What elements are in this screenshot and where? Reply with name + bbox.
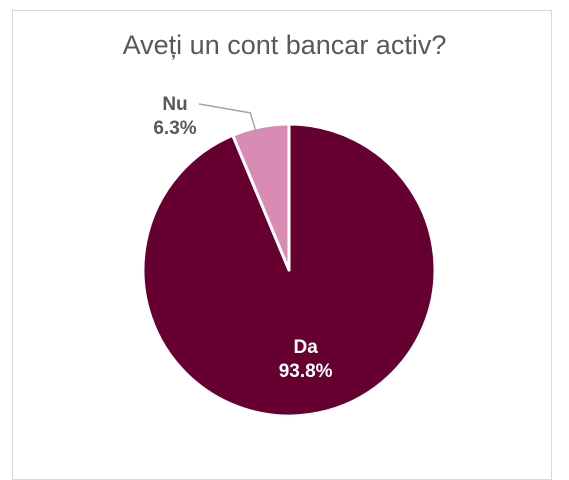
- pie-labels: Da 93.8% Nu 6.3%: [153, 94, 332, 382]
- slice-label-da: Da: [293, 337, 318, 358]
- slice-label-nu: Nu: [162, 94, 187, 115]
- pie-slices: [141, 122, 437, 418]
- pie-slice-nu: [231, 122, 291, 272]
- slice-value-label-da: 93.8%: [279, 361, 333, 382]
- slice-value-label-nu: 6.3%: [153, 118, 196, 139]
- chart-title: Aveți un cont bancar activ?: [122, 30, 447, 60]
- pie-chart: Da 93.8% Nu 6.3%: [141, 94, 437, 418]
- slice-leader-line-nu: [198, 103, 258, 134]
